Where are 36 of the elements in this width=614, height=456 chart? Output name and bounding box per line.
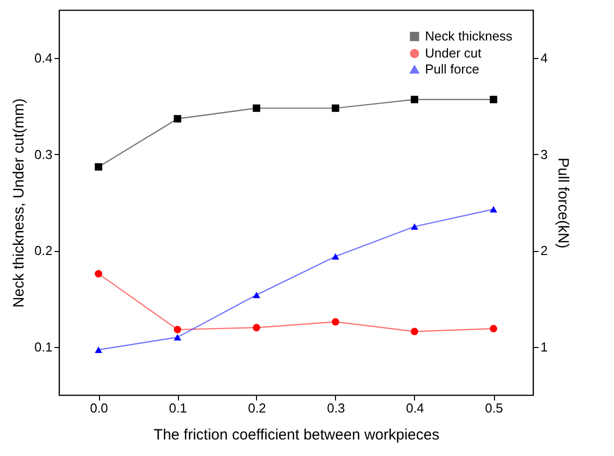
x-axis-title: The friction coefficient between workpieces: [154, 426, 440, 444]
point: [174, 334, 182, 340]
y-tick-label: 0.1: [34, 339, 52, 354]
y2-tick-label: 3: [540, 146, 548, 162]
point: [252, 292, 260, 298]
y2-tick-label: 1: [540, 339, 548, 354]
y2-tick-label: 4: [540, 50, 548, 66]
y-tick-label: 0.3: [34, 146, 52, 162]
point: [332, 318, 340, 326]
y-tick-label: 0.2: [34, 243, 52, 258]
x-tick-label: 0.4: [406, 400, 424, 416]
point: [94, 270, 102, 278]
point: [252, 324, 260, 332]
point: [252, 104, 260, 112]
point: [490, 324, 498, 332]
y2-axis-title: Pull force(kN): [554, 158, 572, 248]
point: [410, 328, 418, 336]
legend-label: Pull force: [425, 62, 480, 76]
point: [490, 206, 498, 212]
y2-tick-label: 2: [540, 243, 548, 258]
point: [174, 115, 182, 122]
point: [410, 223, 418, 230]
y-axis-title: Neck thickness, Under cut(mm): [10, 98, 28, 308]
x-tick-label: 0.2: [248, 400, 266, 416]
y-tick-label: 0.4: [34, 50, 52, 66]
x-tick-label: 0.3: [326, 400, 346, 416]
legend-label: Neck thickness: [425, 28, 513, 44]
point: [174, 326, 182, 334]
x-tick-label: 0.0: [90, 400, 108, 416]
point: [332, 253, 340, 260]
x-tick-label: 0.5: [484, 400, 504, 416]
x-tick-label: 0.1: [168, 400, 188, 416]
legend-label: Under cut: [425, 46, 482, 60]
point: [94, 346, 102, 353]
point: [94, 163, 102, 171]
point: [332, 104, 340, 112]
